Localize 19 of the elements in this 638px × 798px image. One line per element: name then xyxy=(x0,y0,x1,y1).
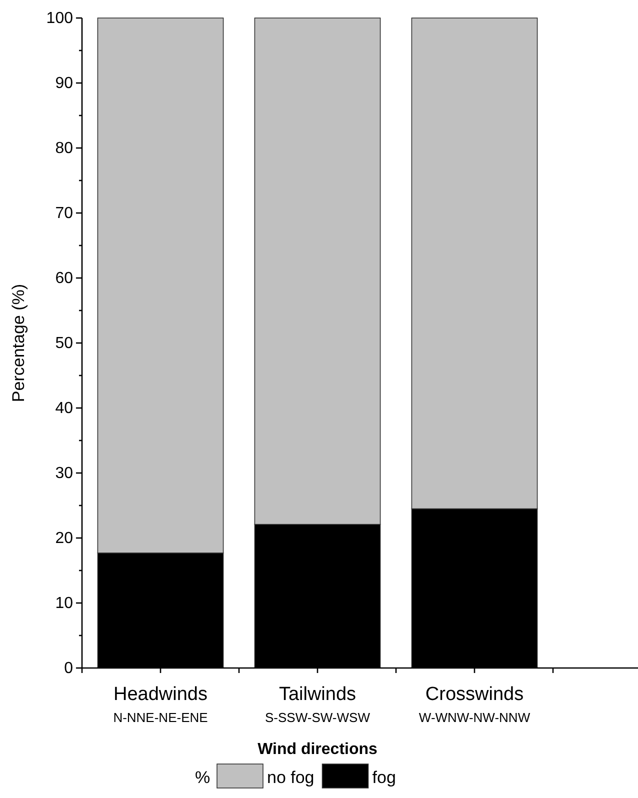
x-tick-label: Tailwinds S-SSW-SW-WSW xyxy=(265,684,371,725)
y-tick-label: 10 xyxy=(55,595,74,612)
y-tick-label: 20 xyxy=(55,530,74,548)
x-tick-label: Crosswinds W-WNW-NW-NNW xyxy=(418,684,531,725)
x-tick-label: Headwinds N-NNE-NE-ENE xyxy=(113,684,208,725)
y-axis-title: Percentage (%) xyxy=(9,284,28,402)
x-axis-title: Wind directions xyxy=(258,741,378,758)
y-tick-label: 50 xyxy=(55,335,74,352)
y-tick-label: 70 xyxy=(55,205,74,222)
y-tick-label: 0 xyxy=(64,660,74,678)
legend-title: % xyxy=(195,768,210,787)
y-tick-label: 60 xyxy=(55,270,74,288)
y-tick-label: 90 xyxy=(55,75,74,92)
y-tick-label: 100 xyxy=(46,10,74,28)
y-tick-label: 40 xyxy=(55,400,74,418)
y-tick-label: 30 xyxy=(55,465,74,482)
legend-label: fog xyxy=(372,768,396,787)
legend-label: no fog xyxy=(267,768,314,787)
y-tick-label: 80 xyxy=(55,140,74,158)
